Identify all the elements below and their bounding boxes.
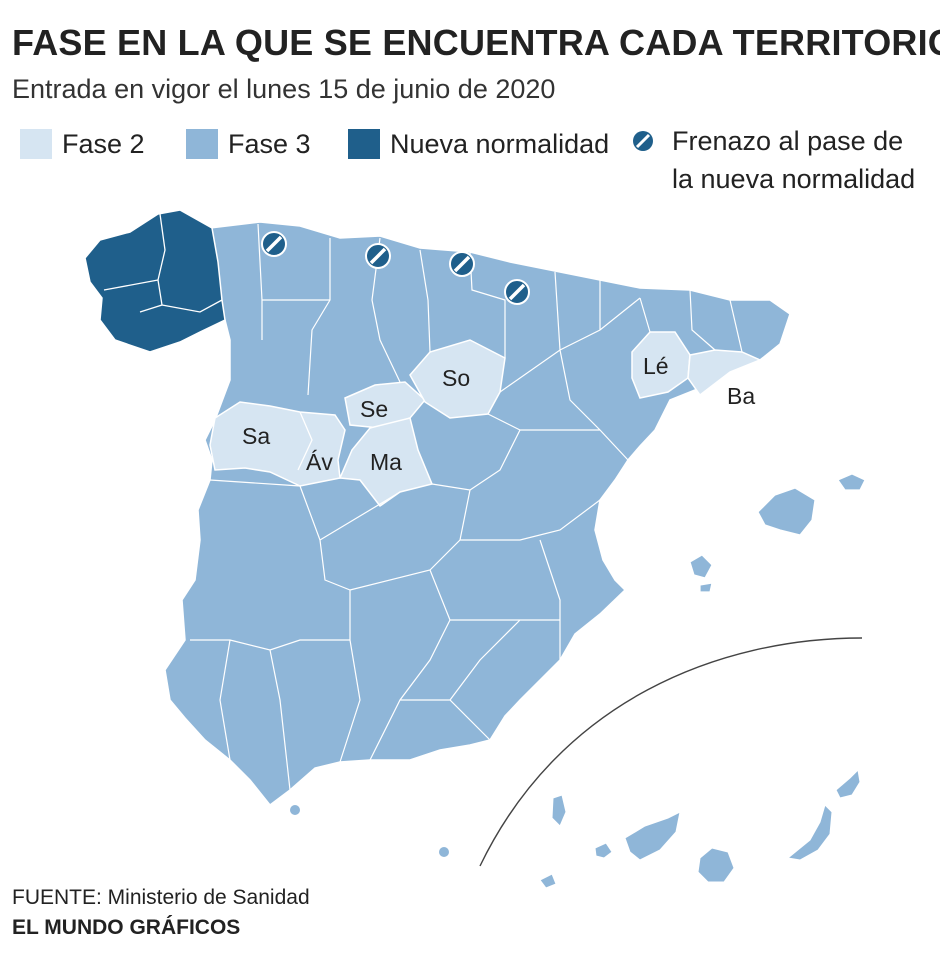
map-subtitle: Entrada en vigor el lunes 15 de junio de…	[12, 74, 556, 104]
legend-label-fase3: Fase 3	[228, 128, 311, 159]
legend-label-frenazo-line2: la nueva normalidad	[672, 164, 916, 194]
legend-item-fase2: Fase 2	[20, 126, 145, 162]
region-madrid	[338, 417, 434, 508]
frenazo-icon	[261, 231, 287, 257]
frenazo-icon	[633, 131, 653, 151]
legend-swatch-nueva-normalidad	[348, 129, 380, 159]
legend-label-frenazo-line1: Frenazo al pase de	[672, 126, 904, 156]
label-madrid: Ma	[370, 449, 402, 475]
canary-separator-arc	[479, 637, 863, 867]
legend-swatch-fase3	[186, 129, 218, 159]
label-segovia: Se	[360, 396, 388, 422]
label-barcelona: Ba	[727, 383, 755, 409]
island-gran-canaria	[697, 847, 735, 883]
label-lleida: Lé	[643, 353, 669, 379]
island-la-gomera	[594, 842, 613, 859]
legend-item-frenazo: Frenazo al pase de la nueva normalidad	[632, 122, 915, 198]
melilla	[439, 847, 449, 857]
legend-swatch-fase2	[20, 129, 52, 159]
border-salamanca-avila	[297, 411, 313, 471]
island-el-hierro	[539, 873, 557, 889]
island-fuerteventura	[786, 804, 833, 861]
island-ibiza	[689, 554, 713, 579]
island-lanzarote	[835, 768, 861, 799]
island-la-palma	[551, 794, 567, 827]
ceuta	[290, 805, 300, 815]
legend-item-nueva-normalidad: Nueva normalidad	[348, 126, 609, 162]
legend-item-fase3: Fase 3	[186, 126, 311, 162]
credit-note: EL MUNDO GRÁFICOS	[12, 916, 241, 939]
island-formentera	[699, 582, 713, 593]
region-segovia	[344, 381, 427, 429]
island-tenerife	[624, 811, 681, 861]
island-menorca	[837, 473, 866, 491]
region-barcelona	[687, 349, 762, 397]
frenazo-icon	[449, 251, 475, 277]
province-borders	[190, 223, 743, 791]
island-mallorca	[757, 487, 816, 536]
label-salamanca: Sa	[242, 423, 270, 449]
legend-label-nueva-normalidad: Nueva normalidad	[390, 128, 610, 159]
peninsula-fase3	[164, 221, 791, 807]
label-soria: So	[442, 365, 470, 391]
label-avila: Áv	[306, 449, 333, 475]
galicia-province-borders	[103, 213, 223, 313]
legend-label-fase2: Fase 2	[62, 128, 145, 159]
frenazo-icon	[365, 243, 391, 269]
source-note: FUENTE: Ministerio de Sanidad	[12, 886, 310, 909]
frenazo-icon	[504, 279, 530, 305]
map-title: FASE EN LA QUE SE ENCUENTRA CADA TERRITO…	[12, 22, 940, 63]
region-salamanca-avila	[209, 401, 346, 487]
